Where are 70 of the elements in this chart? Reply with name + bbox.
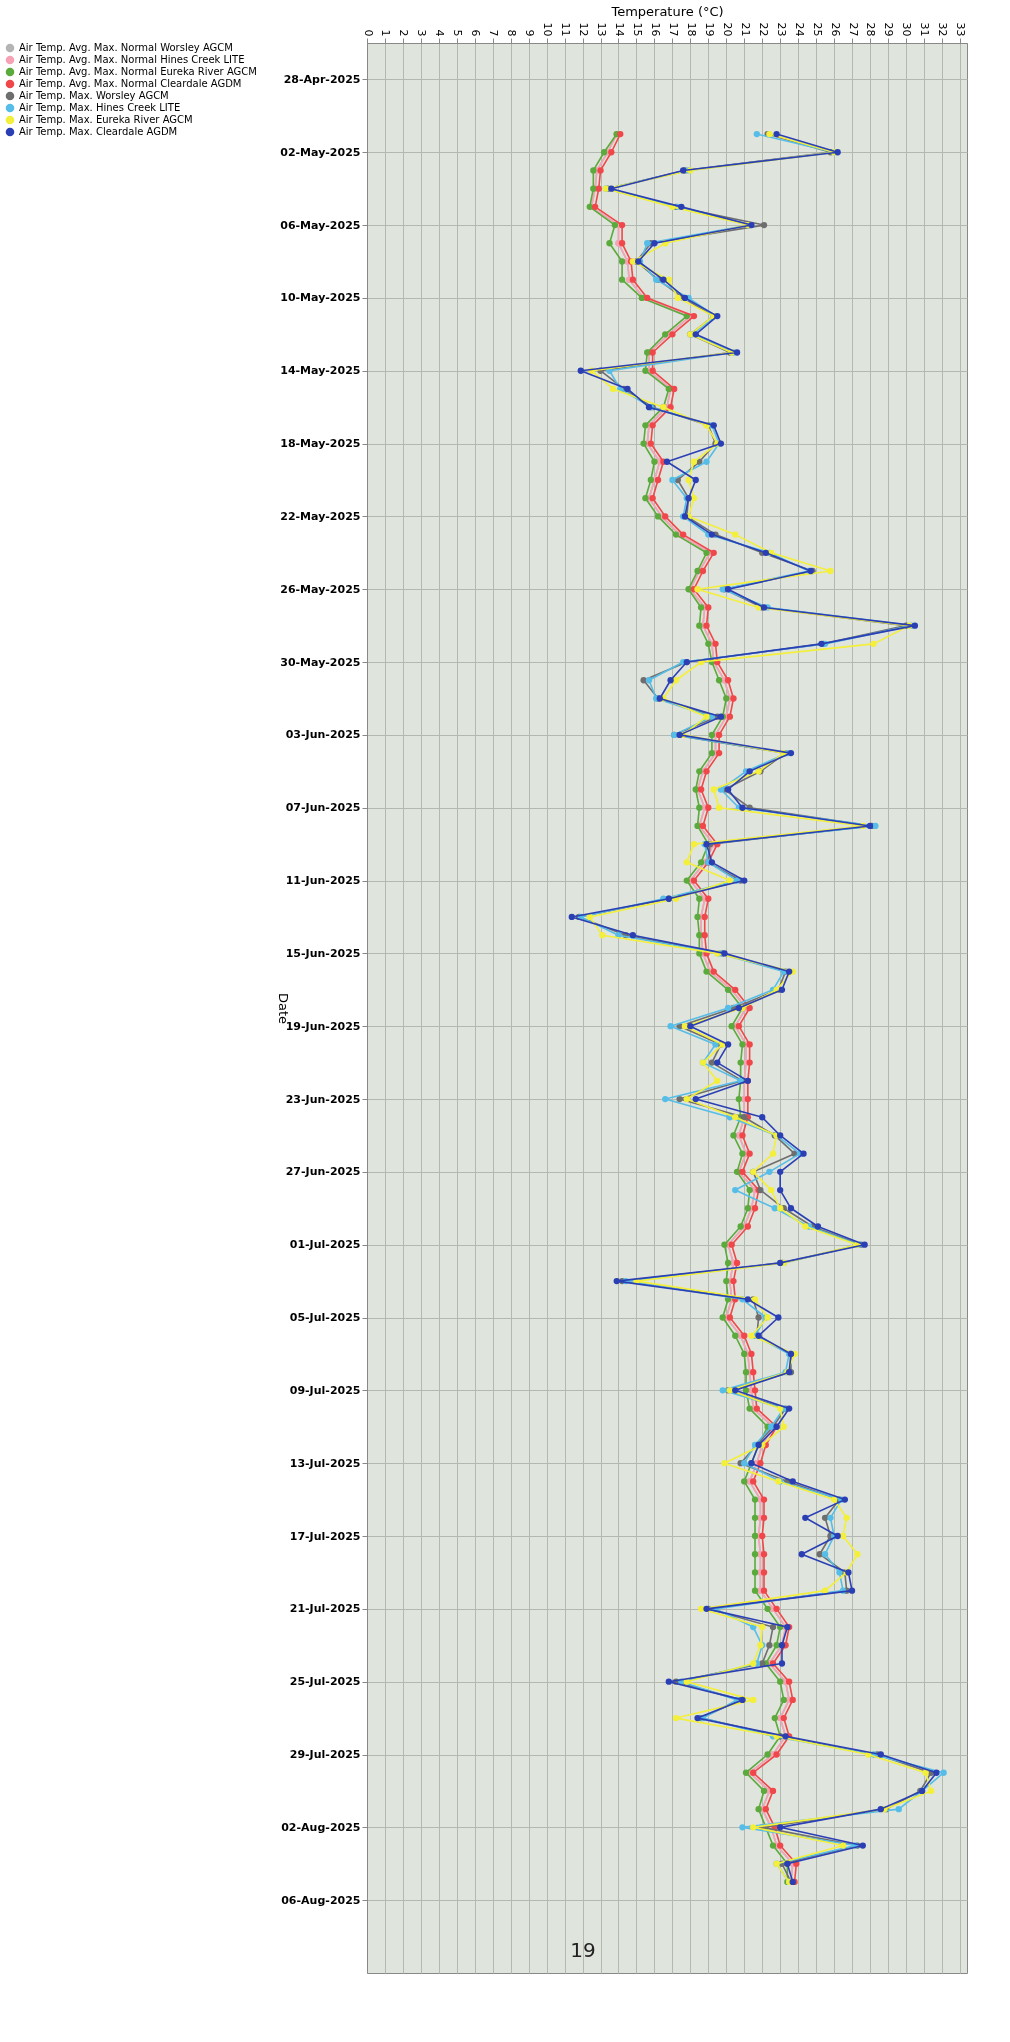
y-tick-label: 01-Jul-2025: [289, 1238, 361, 1252]
y-tick-label: 26-May-2025: [280, 582, 361, 596]
x-axis-title: Temperature (°C): [610, 3, 724, 19]
y-tick-label: 05-Jul-2025: [289, 1311, 361, 1325]
x-tick-label: 17: [666, 22, 680, 37]
x-tick-label: 1: [379, 29, 393, 37]
y-tick-label: 22-May-2025: [280, 509, 361, 523]
x-tick-label: 23: [774, 22, 788, 37]
y-tick-label: 06-May-2025: [280, 218, 361, 232]
y-tick-label: 30-May-2025: [280, 655, 361, 669]
x-tick-label: 24: [792, 22, 806, 37]
x-tick-label: 32: [936, 22, 950, 37]
x-tick-label: 11: [559, 22, 573, 37]
y-tick-label: 02-Aug-2025: [281, 1820, 361, 1834]
x-tick-label: 14: [613, 22, 626, 37]
legend-label: Air Temp. Max. Cleardale AGDM: [19, 126, 178, 137]
x-tick-label: 2: [397, 29, 411, 37]
y-tick-label: 18-May-2025: [280, 437, 361, 451]
x-tick-label: 3: [415, 29, 429, 37]
y-tick-label: 11-Jun-2025: [285, 874, 361, 888]
x-tick-label: 26: [828, 22, 842, 37]
x-tick-label: 10: [541, 22, 555, 37]
x-tick-label: 33: [954, 22, 968, 37]
y-tick-label: 23-Jun-2025: [285, 1092, 361, 1106]
y-tick-label: 28-Apr-2025: [283, 72, 361, 86]
y-tick-label: 19-Jun-2025: [285, 1019, 361, 1033]
x-tick-label: 5: [451, 29, 465, 37]
y-tick-label: 09-Jul-2025: [289, 1383, 361, 1397]
x-tick-label: 19: [702, 22, 716, 37]
y-tick-label: 29-Jul-2025: [289, 1748, 361, 1762]
y-tick-label: 02-May-2025: [280, 145, 361, 159]
y-tick-label: 15-Jun-2025: [285, 946, 361, 960]
y-tick-label: 10-May-2025: [280, 291, 361, 305]
x-tick-label: 7: [487, 29, 501, 37]
x-tick-label: 20: [720, 22, 734, 37]
x-tick-label: 30: [900, 22, 914, 37]
y-tick-label: 21-Jul-2025: [289, 1602, 361, 1616]
x-tick-label: 28: [864, 22, 878, 37]
legend-label: Air Temp. Avg. Max. Normal Eureka River AGCM: [19, 66, 257, 77]
legend-label: Air Temp. Avg. Max. Normal Cleardale AGDM: [19, 78, 242, 89]
x-tick-label: 27: [846, 22, 860, 37]
y-tick-label: 27-Jun-2025: [285, 1165, 361, 1179]
y-tick-label: 07-Jun-2025: [285, 801, 361, 815]
x-tick-label: 4: [433, 29, 447, 37]
legend-label: Air Temp. Avg. Max. Normal Worsley AGCM: [19, 42, 233, 53]
x-tick-label: 15: [630, 22, 644, 37]
x-tick-label: 21: [738, 22, 752, 37]
x-tick-label: 8: [505, 29, 519, 37]
y-tick-label: 25-Jul-2025: [289, 1675, 361, 1689]
y-tick-label: 14-May-2025: [280, 364, 361, 378]
x-tick-label: 16: [648, 22, 662, 37]
x-tick-label: 13: [595, 22, 609, 37]
x-tick-label: 29: [882, 22, 896, 37]
x-tick-label: 0: [361, 29, 375, 37]
x-tick-label: 6: [469, 29, 483, 37]
legend-label: Air Temp. Max. Worsley AGCM: [19, 90, 169, 101]
x-tick-label: 25: [810, 22, 824, 37]
legend-label: Air Temp. Max. Hines Creek LITE: [19, 102, 181, 113]
x-tick-label: 31: [918, 22, 932, 37]
x-tick-label: 22: [756, 22, 770, 37]
y-tick-label: 03-Jun-2025: [285, 728, 361, 742]
annotation: 19: [570, 1938, 596, 1962]
y-tick-label: 13-Jul-2025: [289, 1456, 361, 1470]
legend-label: Air Temp. Avg. Max. Normal Hines Creek LITE: [19, 54, 245, 65]
y-tick-label: 06-Aug-2025: [281, 1893, 361, 1907]
x-tick-label: 18: [684, 22, 698, 37]
x-tick-label: 9: [523, 29, 537, 37]
legend-label: Air Temp. Max. Eureka River AGCM: [19, 114, 193, 125]
y-tick-label: 17-Jul-2025: [289, 1529, 361, 1543]
x-tick-label: 12: [577, 22, 591, 37]
